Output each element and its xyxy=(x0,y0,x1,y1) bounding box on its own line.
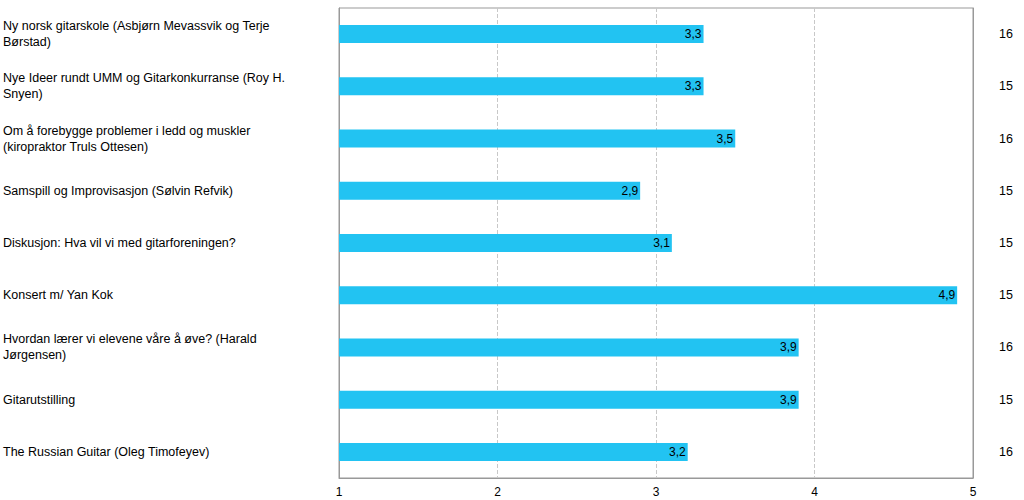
svg-text:(kiropraktor Truls Ottesen): (kiropraktor Truls Ottesen) xyxy=(3,140,148,154)
svg-text:3,3: 3,3 xyxy=(685,27,702,41)
svg-text:3,1: 3,1 xyxy=(653,236,670,250)
svg-text:Gitarutstilling: Gitarutstilling xyxy=(3,393,75,407)
svg-text:15: 15 xyxy=(999,393,1013,407)
svg-text:3,2: 3,2 xyxy=(669,445,686,459)
svg-text:Om å forebygge problemer i led: Om å forebygge problemer i ledd og muskl… xyxy=(3,124,254,138)
svg-text:16: 16 xyxy=(999,340,1013,354)
svg-text:3,5: 3,5 xyxy=(717,132,734,146)
svg-text:3: 3 xyxy=(653,485,660,499)
svg-text:4,9: 4,9 xyxy=(938,288,955,302)
svg-text:Konsert m/ Yan Kok: Konsert m/ Yan Kok xyxy=(3,288,114,302)
svg-text:5: 5 xyxy=(970,485,977,499)
svg-text:3,9: 3,9 xyxy=(780,340,797,354)
svg-text:Ny norsk gitarskole (Asbjørn M: Ny norsk gitarskole (Asbjørn Mevassvik o… xyxy=(3,19,273,33)
svg-text:Diskusjon: Hva vil vi med gita: Diskusjon: Hva vil vi med gitarforeninge… xyxy=(3,236,236,250)
svg-text:2: 2 xyxy=(494,485,501,499)
svg-text:2,9: 2,9 xyxy=(621,184,638,198)
svg-text:16: 16 xyxy=(999,27,1013,41)
svg-text:1: 1 xyxy=(336,485,343,499)
svg-text:16: 16 xyxy=(999,445,1013,459)
svg-text:15: 15 xyxy=(999,288,1013,302)
svg-text:Hvordan lærer vi elevene våre: Hvordan lærer vi elevene våre å øve? (Ha… xyxy=(3,332,260,346)
svg-text:Jørgensen): Jørgensen) xyxy=(3,348,66,362)
svg-text:3,9: 3,9 xyxy=(780,393,797,407)
svg-text:15: 15 xyxy=(999,236,1013,250)
svg-text:16: 16 xyxy=(999,132,1013,146)
svg-text:Snyen): Snyen) xyxy=(3,87,43,101)
svg-text:The Russian Guitar (Oleg Timof: The Russian Guitar (Oleg Timofeyev) xyxy=(3,445,209,459)
svg-text:Nye Ideer rundt UMM og Gitarko: Nye Ideer rundt UMM og Gitarkonkurranse … xyxy=(3,71,289,85)
svg-text:4: 4 xyxy=(811,485,818,499)
svg-text:Børstad): Børstad) xyxy=(3,35,51,49)
svg-text:Samspill og Improvisasjon (Søl: Samspill og Improvisasjon (Sølvin Refvik… xyxy=(3,184,233,198)
svg-text:15: 15 xyxy=(999,184,1013,198)
svg-text:15: 15 xyxy=(999,79,1013,93)
svg-text:3,3: 3,3 xyxy=(685,79,702,93)
